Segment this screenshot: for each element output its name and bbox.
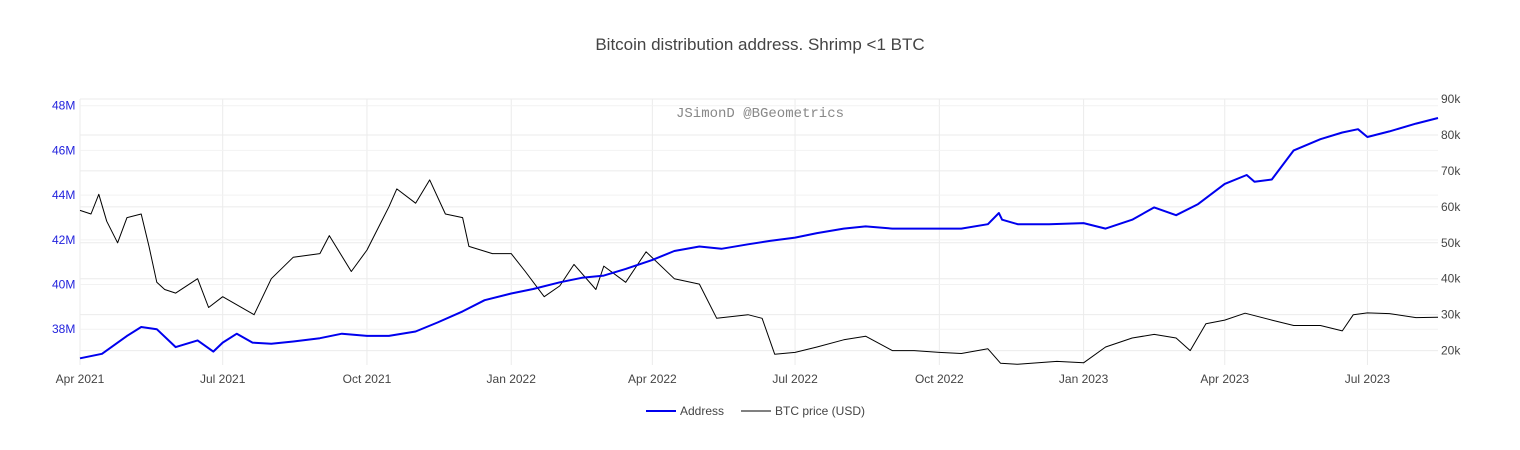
y-left-tick-label: 44M (52, 188, 75, 202)
y-right-tick-label: 70k (1441, 164, 1461, 178)
legend-address-label[interactable]: Address (680, 404, 724, 418)
x-tick-label: Apr 2022 (628, 372, 677, 386)
legend-btc-price-label[interactable]: BTC price (USD) (775, 404, 865, 418)
watermark-annotation: JSimonD @BGeometrics (676, 106, 844, 122)
x-tick-label: Jul 2022 (772, 372, 818, 386)
y-right-tick-label: 80k (1441, 128, 1461, 142)
y-right-tick-label: 50k (1441, 236, 1461, 250)
y-left-tick-label: 46M (52, 143, 75, 157)
x-tick-label: Jan 2023 (1059, 372, 1109, 386)
y-right-tick-label: 90k (1441, 92, 1461, 106)
address-series-line[interactable] (79, 117, 1439, 360)
x-tick-label: Apr 2021 (56, 372, 105, 386)
y-left-tick-label: 40M (52, 278, 75, 292)
y-left-tick-label: 38M (52, 322, 75, 336)
y-right-axis-ticks: 20k 30k 40k 50k 60k 70k 80k 90k (1441, 92, 1461, 358)
y-right-tick-label: 40k (1441, 272, 1461, 286)
y-left-tick-label: 42M (52, 233, 75, 247)
y-right-tick-label: 60k (1441, 200, 1461, 214)
chart-title: Bitcoin distribution address. Shrimp <1 … (595, 35, 924, 54)
y-left-axis-ticks: 38M 40M 42M 44M 46M 48M (52, 99, 75, 337)
y-right-tick-label: 20k (1441, 344, 1461, 358)
x-tick-label: Apr 2023 (1200, 372, 1249, 386)
legend[interactable]: Address BTC price (USD) (646, 404, 865, 418)
btc-price-series-line[interactable] (79, 179, 1439, 365)
y-left-tick-label: 48M (52, 99, 75, 113)
x-tick-label: Oct 2022 (915, 372, 964, 386)
x-tick-label: Jan 2022 (487, 372, 537, 386)
x-tick-label: Jul 2021 (200, 372, 246, 386)
grid (79, 98, 1438, 365)
x-axis-ticks: Apr 2021 Jul 2021 Oct 2021 Jan 2022 Apr 2022… (56, 372, 1391, 386)
series-lines (79, 117, 1439, 365)
x-tick-label: Oct 2021 (343, 372, 392, 386)
x-tick-label: Jul 2023 (1345, 372, 1391, 386)
y-right-tick-label: 30k (1441, 308, 1461, 322)
